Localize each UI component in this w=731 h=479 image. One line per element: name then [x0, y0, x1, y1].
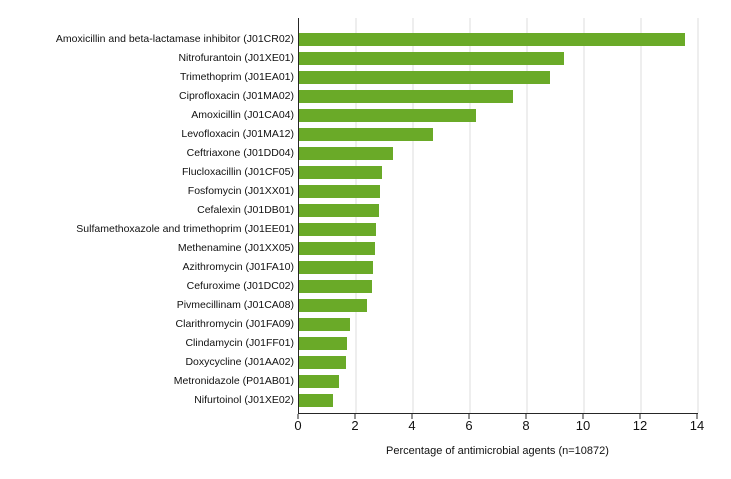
bar	[299, 51, 565, 66]
bar-row	[299, 220, 698, 239]
category-label: Flucloxacillin (J01CF05)	[181, 166, 294, 179]
category-label: Clindamycin (J01FF01)	[185, 337, 294, 350]
category-label: Amoxicillin and beta-lactamase inhibitor…	[55, 33, 294, 46]
category-axis-labels: Amoxicillin and beta-lactamase inhibitor…	[0, 18, 294, 410]
x-tick-mark	[354, 414, 356, 419]
bar	[299, 165, 382, 180]
bar-row	[299, 296, 698, 315]
bar	[299, 89, 513, 104]
category-label: Azithromycin (J01FA10)	[182, 261, 294, 274]
bar-row	[299, 87, 698, 106]
bar	[299, 203, 379, 218]
bar	[299, 222, 376, 237]
category-label: Ceftriaxone (J01DD04)	[186, 147, 294, 160]
bar	[299, 279, 372, 294]
bar-row	[299, 106, 698, 125]
x-tick-mark	[411, 414, 413, 419]
bar-row	[299, 258, 698, 277]
category-label: Trimethoprim (J01EA01)	[180, 71, 294, 84]
gridline	[697, 18, 699, 413]
x-tick-label: 14	[689, 418, 705, 433]
x-tick-label: 6	[465, 418, 473, 433]
x-axis-title: Percentage of antimicrobial agents (n=10…	[386, 445, 609, 457]
bar-row	[299, 201, 698, 220]
category-label: Nifurtoinol (J01XE02)	[194, 394, 294, 407]
bar-row	[299, 125, 698, 144]
x-tick-mark	[297, 414, 299, 419]
x-tick-mark	[468, 414, 470, 419]
category-label: Metronidazole (P01AB01)	[173, 375, 294, 388]
bar-row	[299, 239, 698, 258]
bar	[299, 32, 686, 47]
gridline	[469, 18, 471, 413]
bar-row	[299, 391, 698, 410]
bar	[299, 127, 433, 142]
gridline	[526, 18, 528, 413]
plot-area	[298, 18, 699, 414]
bar-row	[299, 372, 698, 391]
bar-row	[299, 30, 698, 49]
category-label: Pivmecillinam (J01CA08)	[176, 299, 294, 312]
bar-series	[299, 18, 698, 413]
bar	[299, 298, 368, 313]
bar	[299, 336, 348, 351]
bar-row	[299, 68, 698, 87]
x-tick-label: 10	[575, 418, 591, 433]
bar-row	[299, 315, 698, 334]
category-label: Nitrofurantoin (J01XE01)	[178, 52, 294, 65]
category-label: Doxycycline (J01AA02)	[185, 356, 294, 369]
x-tick-label: 8	[522, 418, 530, 433]
bar	[299, 260, 374, 275]
bar	[299, 317, 351, 332]
bar-row	[299, 49, 698, 68]
x-tick-label: 2	[351, 418, 359, 433]
bar	[299, 108, 476, 123]
category-label: Methenamine (J01XX05)	[177, 242, 294, 255]
category-label: Cefuroxime (J01DC02)	[186, 280, 294, 293]
bar	[299, 393, 334, 408]
x-tick-label: 12	[632, 418, 648, 433]
category-label: Clarithromycin (J01FA09)	[175, 318, 294, 331]
category-label: Amoxicillin (J01CA04)	[191, 109, 294, 122]
bar-row	[299, 334, 698, 353]
x-tick-mark	[582, 414, 584, 419]
bar-row	[299, 163, 698, 182]
x-tick-label: 0	[294, 418, 302, 433]
gridline	[583, 18, 585, 413]
x-tick-label: 4	[408, 418, 416, 433]
bar-row	[299, 182, 698, 201]
category-label: Levofloxacin (J01MA12)	[181, 128, 294, 141]
gridline	[412, 18, 414, 413]
category-label: Sulfamethoxazole and trimethoprim (J01EE…	[76, 223, 294, 236]
bar	[299, 184, 381, 199]
x-tick-mark	[696, 414, 698, 419]
bar-row	[299, 353, 698, 372]
bar	[299, 355, 347, 370]
bar-row	[299, 277, 698, 296]
category-label: Cefalexin (J01DB01)	[197, 204, 294, 217]
bar	[299, 241, 375, 256]
category-label: Fosfomycin (J01XX01)	[187, 185, 294, 198]
x-tick-mark	[639, 414, 641, 419]
bar	[299, 374, 339, 389]
bar	[299, 146, 394, 161]
x-tick-mark	[525, 414, 527, 419]
bar-row	[299, 144, 698, 163]
bar	[299, 70, 550, 85]
gridline	[640, 18, 642, 413]
category-label: Ciprofloxacin (J01MA02)	[179, 90, 294, 103]
